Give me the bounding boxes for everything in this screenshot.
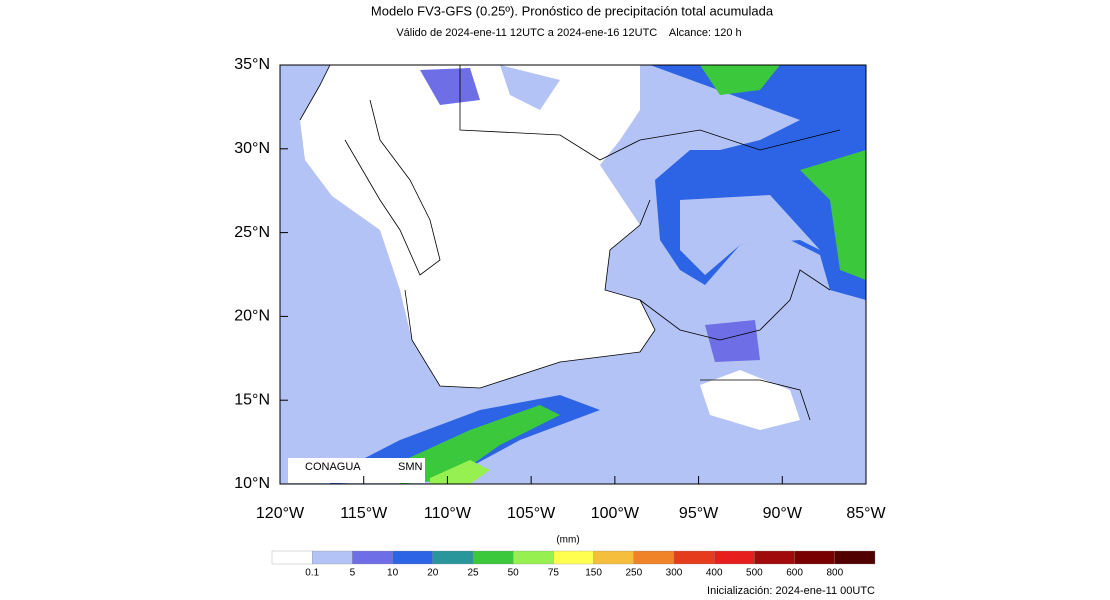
lon-label: 95°W: [679, 505, 719, 522]
colorbar-box: [352, 550, 393, 565]
lon-label: 120°W: [256, 505, 305, 522]
colorbar-label: 5: [350, 568, 356, 579]
colorbar-box: [673, 550, 715, 565]
title: Modelo FV3-GFS (0.25º). Pronóstico de pr…: [371, 3, 774, 18]
map-area: CONAGUA SMN: [279, 64, 867, 485]
lat-label: 25°N: [234, 224, 270, 241]
lon-label: 85°W: [846, 505, 886, 522]
colorbar-label: 50: [508, 568, 520, 579]
colorbar-box: [553, 550, 594, 565]
colorbar-box: [472, 550, 514, 565]
colorbar-box: [834, 550, 876, 565]
lat-label: 15°N: [234, 391, 270, 408]
colorbar-label: 300: [666, 568, 683, 579]
colorbar-label: 500: [746, 568, 763, 579]
init-time: Inicialización: 2024-ene-11 00UTC: [707, 585, 875, 597]
colorbar-label: 150: [585, 568, 602, 579]
colorbar-box: [392, 550, 433, 565]
colorbar-label: 0.1: [305, 568, 319, 579]
colorbar-box: [754, 550, 795, 565]
colorbar-label: 25: [467, 568, 479, 579]
lon-label: 90°W: [763, 505, 803, 522]
colorbar-label: 10: [387, 568, 399, 579]
logo-text: SMN: [398, 461, 423, 473]
colorbar-box: [633, 550, 675, 565]
colorbar-label: 400: [706, 568, 723, 579]
colorbar-label: 250: [625, 568, 642, 579]
colorbar-box: [432, 550, 474, 565]
lat-label: 20°N: [234, 308, 270, 325]
logo-text: CONAGUA: [305, 461, 361, 473]
colorbar-box: [593, 550, 634, 565]
colorbar-box: [714, 550, 755, 565]
colorbar-label: 20: [427, 568, 439, 579]
colorbar-box: [312, 550, 353, 565]
colorbar-unit: (mm): [556, 535, 579, 546]
lon-label: 100°W: [591, 505, 640, 522]
colorbar-label: 800: [826, 568, 843, 579]
subtitle: Válido de 2024-ene-11 12UTC a 2024-ene-1…: [396, 27, 741, 39]
colorbar-label: 600: [786, 568, 803, 579]
colorbar-box: [794, 550, 835, 565]
lon-label: 105°W: [507, 505, 556, 522]
lon-label: 110°W: [424, 505, 472, 522]
lat-label: 30°N: [234, 140, 270, 157]
lat-label: 10°N: [234, 475, 270, 492]
lon-label: 115°W: [340, 505, 388, 522]
colorbar-box: [271, 550, 313, 565]
lat-label: 35°N: [234, 56, 270, 73]
colorbar-box: [513, 550, 554, 565]
colorbar-label: 75: [548, 568, 560, 579]
